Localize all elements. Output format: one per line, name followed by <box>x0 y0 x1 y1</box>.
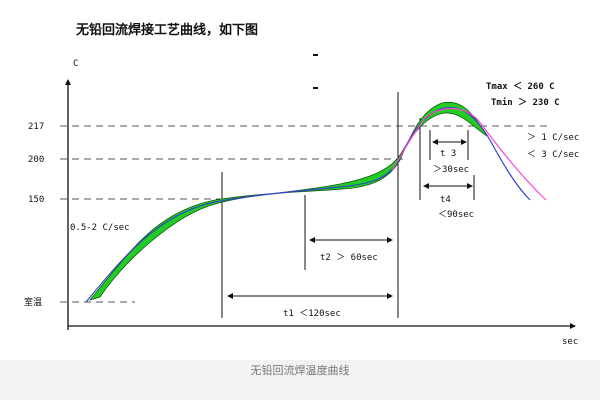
ramp-rate-label: 0.5-2 C/sec <box>70 223 130 233</box>
reflow-profile-diagram: 无铅回流焊接工艺曲线，如下图 C sec 217 200 150 室温 0.5-… <box>24 22 579 347</box>
t1-label: t1 ＜120sec <box>283 309 341 319</box>
diagram-title: 无铅回流焊接工艺曲线，如下图 <box>75 22 258 38</box>
level-150-label: 150 <box>28 195 44 205</box>
fall-rate-label: ＜ 3 C/sec <box>527 150 579 160</box>
level-200-label: 200 <box>28 155 44 165</box>
level-room-label: 室温 <box>24 296 42 308</box>
figure-caption: 无铅回流焊温度曲线 <box>250 364 350 377</box>
t3-label: t 3 <box>440 149 456 159</box>
t3-limit-label: ＞30sec <box>433 165 469 175</box>
tmax-label: Tmax ＜ 260 C <box>486 81 555 92</box>
reflow-profile-figure: 无铅回流焊接工艺曲线，如下图 C sec 217 200 150 室温 0.5-… <box>0 0 600 360</box>
level-217-label: 217 <box>28 122 44 132</box>
tolerance-band <box>88 101 488 301</box>
rise-rate-label: ＞ 1 C/sec <box>527 133 579 143</box>
t4-limit-label: ＜90sec <box>438 210 474 220</box>
t4-label: t4 <box>440 195 451 205</box>
tmin-label: Tmin ＞ 230 C <box>491 97 560 108</box>
profile-curve-blue <box>85 107 531 303</box>
y-axis-unit: C <box>73 59 78 69</box>
t2-label: t2 ＞ 60sec <box>320 253 378 263</box>
profile-curve-pink <box>391 107 547 201</box>
x-axis-unit: sec <box>562 337 578 347</box>
